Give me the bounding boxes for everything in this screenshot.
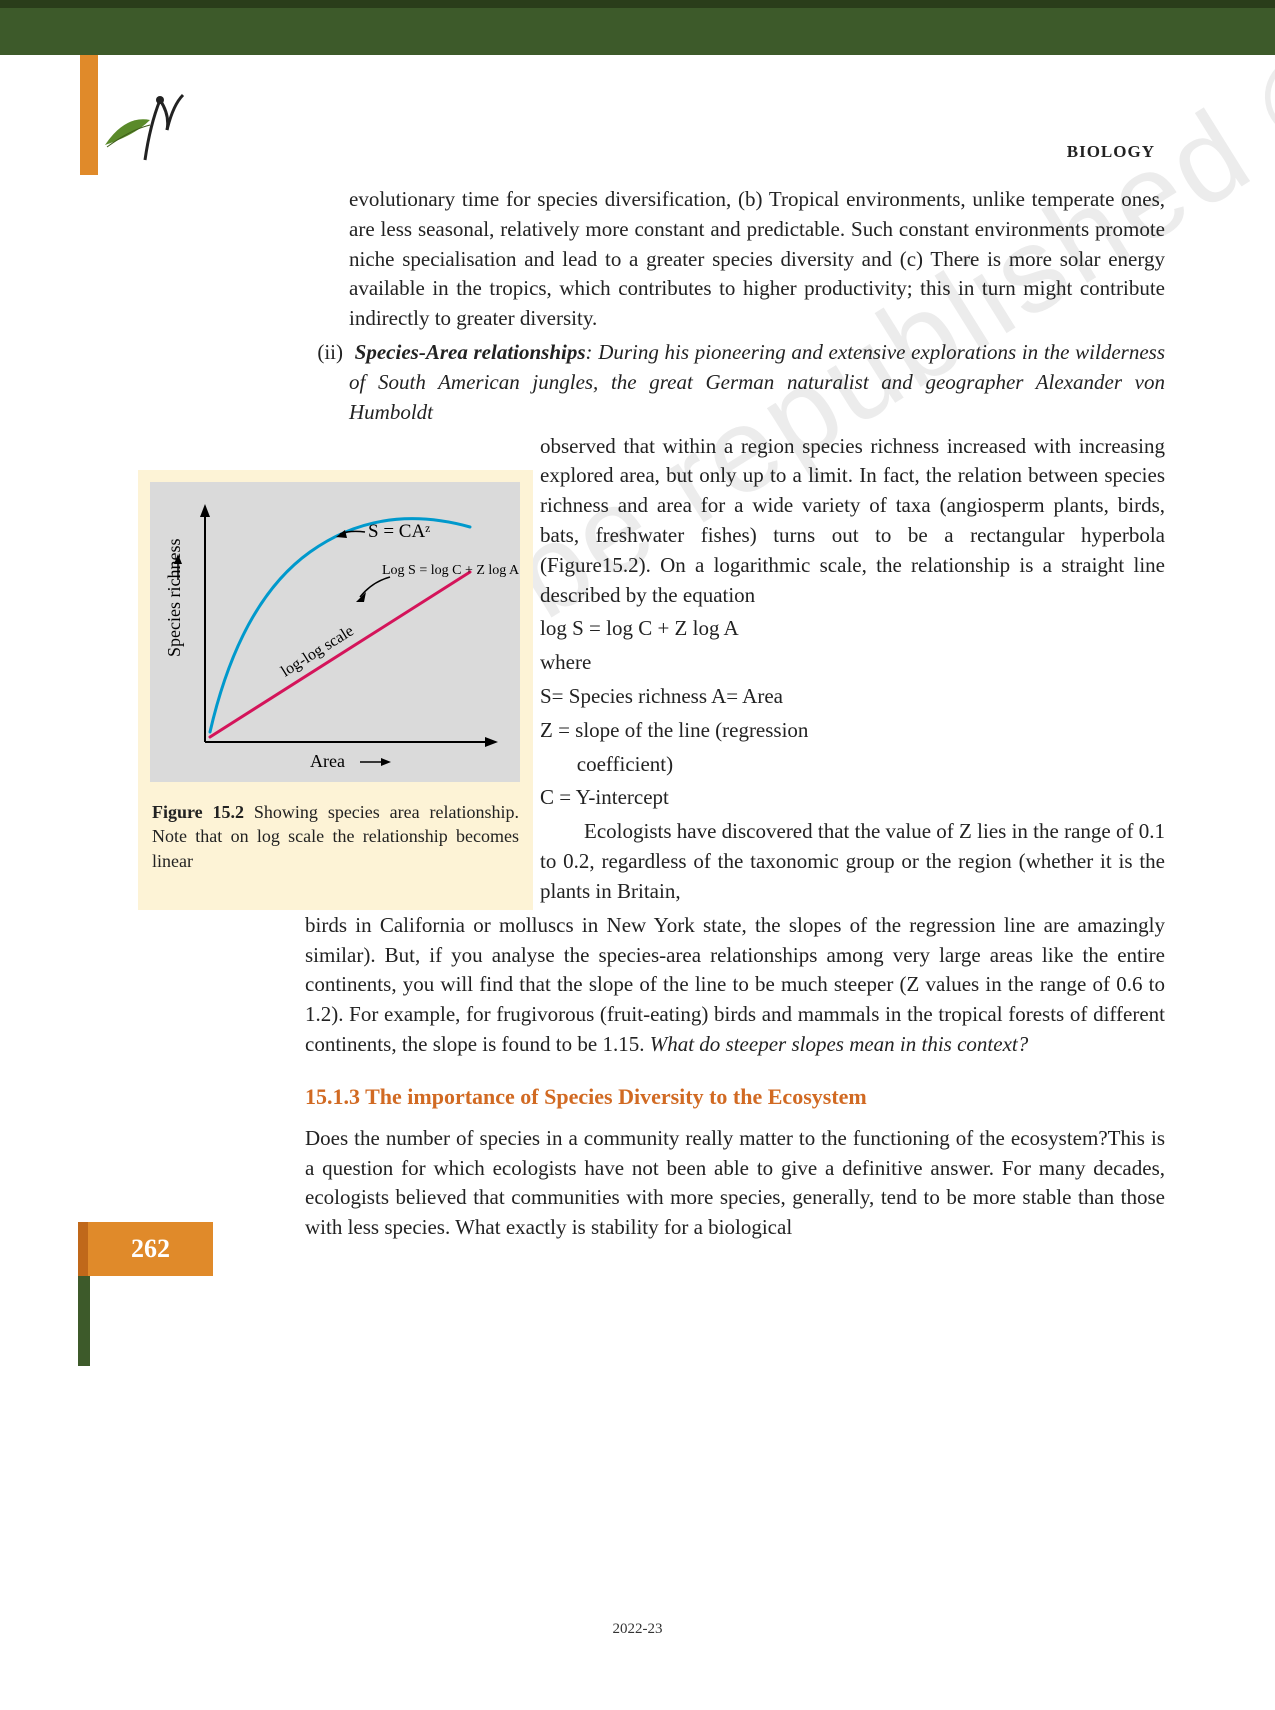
chart-svg: S = CAᶻ Log S = log C + Z log A log-log …	[150, 482, 520, 782]
line-arrowhead-icon	[356, 592, 366, 602]
section-heading: 15.1.3 The importance of Species Diversi…	[305, 1084, 1165, 1110]
hyperbola-curve	[210, 519, 470, 732]
page-number-box: 262	[78, 1222, 213, 1276]
figure-panel: S = CAᶻ Log S = log C + Z log A log-log …	[138, 470, 533, 910]
y-axis-label: Species richness	[164, 539, 184, 657]
x-axis-arrow-icon	[485, 737, 498, 747]
paragraph-intro: evolutionary time for species diversific…	[305, 185, 1165, 334]
list-item-title: Species-Area relationships	[355, 340, 586, 364]
para-ecologists-question: What do steeper slopes mean in this cont…	[650, 1032, 1029, 1056]
list-marker: (ii)	[305, 338, 343, 368]
para-ecologists-full: birds in California or molluscs in New Y…	[305, 911, 1165, 1060]
line-equation-label: Log S = log C + Z log A	[382, 563, 520, 578]
figure-caption: Figure 15.2 Showing species area relatio…	[150, 794, 521, 873]
list-item-ii-lead: (ii) Species-Area relationships: During …	[305, 338, 1165, 427]
x-label-arrowhead-icon	[381, 758, 391, 766]
curve-equation-label: S = CAᶻ	[368, 521, 430, 542]
side-bar-green	[78, 1276, 90, 1366]
figure-label: Figure 15.2	[152, 802, 244, 822]
para-last: Does the number of species in a communit…	[305, 1124, 1165, 1243]
top-header-bar	[0, 0, 1275, 55]
y-axis-arrow-icon	[200, 504, 210, 517]
leaf-logo-icon	[95, 75, 195, 170]
subject-label: BIOLOGY	[1067, 142, 1155, 162]
loglog-line	[210, 572, 470, 737]
species-area-chart: S = CAᶻ Log S = log C + Z log A log-log …	[150, 482, 520, 782]
page-number: 262	[131, 1234, 170, 1264]
x-axis-label: Area	[310, 751, 345, 771]
footer-year: 2022-23	[0, 1621, 1275, 1638]
page: BIOLOGY not to be republished © NCERT ev…	[0, 0, 1275, 1710]
